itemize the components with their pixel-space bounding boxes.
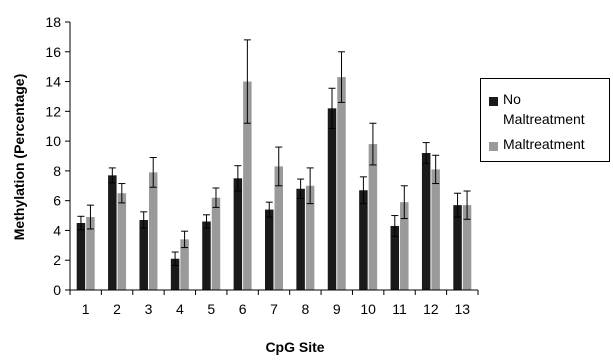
x-tick-label: 4 <box>176 301 184 317</box>
bar-maltreatment <box>117 193 127 290</box>
bar-no-maltreatment <box>76 223 86 290</box>
x-tick-label: 12 <box>423 301 439 317</box>
x-tick-label: 9 <box>333 301 341 317</box>
x-axis-title: CpG Site <box>265 339 324 355</box>
bar-no-maltreatment <box>359 190 368 290</box>
legend-label-maltreatment: Maltreatment <box>503 136 585 152</box>
bar-no-maltreatment <box>390 225 400 290</box>
bar-no-maltreatment <box>108 175 117 290</box>
y-tick-label: 18 <box>45 14 61 30</box>
y-tick-label: 14 <box>45 74 61 90</box>
bar-no-maltreatment <box>327 108 337 290</box>
y-tick-label: 16 <box>45 44 61 60</box>
y-tick-label: 10 <box>45 133 61 149</box>
bar-maltreatment <box>180 239 189 290</box>
bar-no-maltreatment <box>421 153 431 290</box>
x-tick-label: 5 <box>207 301 215 317</box>
y-tick-label: 4 <box>53 222 61 238</box>
bar-no-maltreatment <box>139 220 148 290</box>
x-tick-label: 13 <box>455 301 471 317</box>
x-tick-label: 3 <box>145 301 153 317</box>
bar-no-maltreatment <box>233 178 243 290</box>
x-tick-label: 1 <box>82 301 90 317</box>
y-tick-label: 6 <box>53 193 61 209</box>
legend-label-no-maltreatment-line1: No <box>503 91 521 107</box>
bar-maltreatment <box>211 197 221 290</box>
y-tick-label: 0 <box>53 282 61 298</box>
x-tick-label: 10 <box>360 301 376 317</box>
bar-maltreatment <box>337 77 346 290</box>
bar-maltreatment <box>243 81 252 290</box>
legend-label-no-maltreatment-line2: Maltreatment <box>503 111 585 127</box>
x-tick-label: 6 <box>239 301 247 317</box>
bars <box>76 77 472 290</box>
bar-maltreatment <box>400 202 409 290</box>
bar-maltreatment <box>86 217 95 290</box>
bar-no-maltreatment <box>265 209 274 290</box>
legend: No Maltreatment Maltreatment <box>480 78 610 162</box>
x-tick-label: 8 <box>301 301 309 317</box>
y-tick-label: 12 <box>45 103 61 119</box>
bar-maltreatment <box>274 166 283 290</box>
x-tick-label: 7 <box>270 301 278 317</box>
bar-maltreatment <box>305 185 315 290</box>
bar-no-maltreatment <box>296 188 305 290</box>
bar-no-maltreatment <box>202 221 211 290</box>
legend-swatch-maltreatment <box>489 142 498 151</box>
bar-maltreatment <box>148 172 158 290</box>
y-tick-label: 8 <box>53 163 61 179</box>
bar-maltreatment <box>462 205 472 290</box>
y-tick-label: 2 <box>53 252 61 268</box>
bar-maltreatment <box>368 144 378 290</box>
x-tick-label: 2 <box>113 301 121 317</box>
legend-swatch-no-maltreatment <box>489 97 498 106</box>
x-axis-ticks: 1 2 3 4 5 6 7 8 9 10 11 12 13 <box>69 290 479 317</box>
x-tick-label: 11 <box>392 301 407 317</box>
bar-no-maltreatment <box>453 205 462 290</box>
y-axis-ticks: 0 2 4 6 8 10 12 14 16 18 <box>45 14 70 298</box>
error-bars <box>77 39 471 266</box>
bar-maltreatment <box>431 169 440 290</box>
y-axis-title: Methylation (Percentage) <box>11 74 27 240</box>
bar-no-maltreatment <box>170 258 180 290</box>
